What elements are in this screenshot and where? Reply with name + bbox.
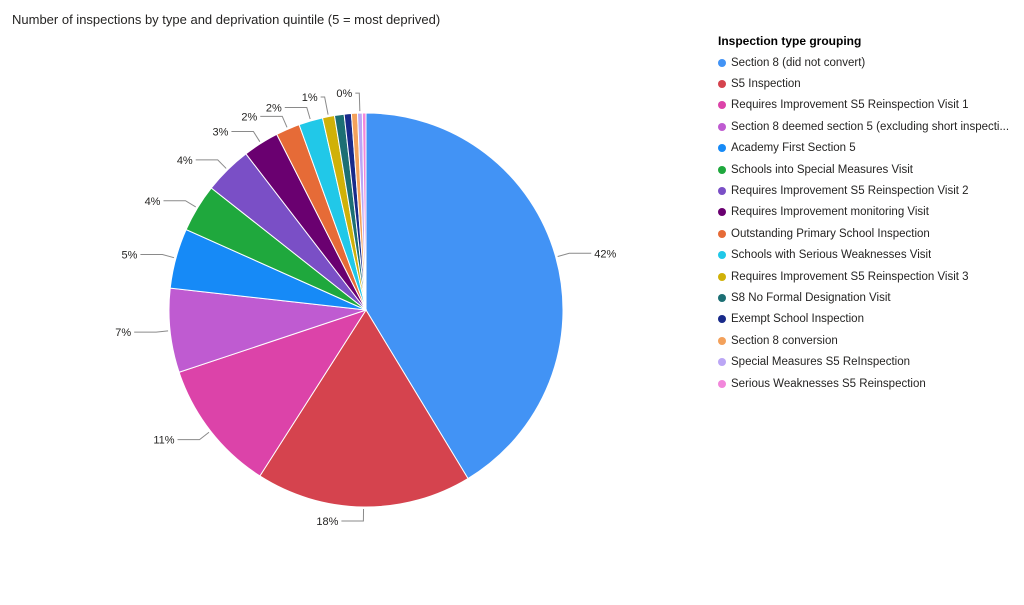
data-label: 4% <box>177 155 193 167</box>
leader-line <box>260 115 288 128</box>
pie-slice[interactable] <box>365 112 564 480</box>
legend-label: Section 8 (did not convert) <box>731 56 866 69</box>
data-label: 7% <box>115 327 131 339</box>
legend-label: Section 8 deemed section 5 (excluding sh… <box>731 120 1010 133</box>
leader-line <box>163 200 197 208</box>
legend-marker <box>718 379 726 388</box>
legend-label: S8 No Formal Designation Visit <box>731 291 891 304</box>
legend-marker <box>718 229 726 238</box>
leader-line <box>195 159 227 169</box>
legend-marker <box>718 251 726 260</box>
legend-item[interactable]: Requires Improvement monitoring Visit <box>718 202 1018 223</box>
legend-label: Exempt School Inspection <box>731 313 864 326</box>
legend-label: Serious Weaknesses S5 Reinspection <box>731 377 926 390</box>
legend-item[interactable]: Schools with Serious Weaknesses Visit <box>718 245 1018 266</box>
legend-item[interactable]: Special Measures S5 ReInspection <box>718 351 1018 372</box>
legend-marker <box>718 315 726 324</box>
leader-line <box>284 106 311 120</box>
legend-label: Schools with Serious Weaknesses Visit <box>731 249 932 262</box>
legend-item[interactable]: Outstanding Primary School Inspection <box>718 223 1018 244</box>
legend-marker <box>718 272 726 281</box>
legend-marker <box>718 165 726 174</box>
legend-marker <box>718 336 726 345</box>
legend-item[interactable]: Requires Improvement S5 Reinspection Vis… <box>718 95 1018 116</box>
legend-marker <box>718 293 726 302</box>
leader-line <box>557 252 592 257</box>
pie-slice[interactable] <box>259 309 469 508</box>
data-label: 42% <box>594 248 616 260</box>
legend-item[interactable]: Serious Weaknesses S5 Reinspection <box>718 373 1018 394</box>
data-label: 11% <box>153 435 174 447</box>
legend-item[interactable]: Section 8 deemed section 5 (excluding sh… <box>718 116 1018 137</box>
legend-label: Academy First Section 5 <box>731 142 856 155</box>
data-label: 18% <box>316 516 338 528</box>
legend-marker <box>718 358 726 367</box>
leader-line <box>140 254 175 259</box>
legend-marker <box>718 58 726 67</box>
legend-item[interactable]: Exempt School Inspection <box>718 309 1018 330</box>
legend-item[interactable]: Section 8 conversion <box>718 330 1018 351</box>
legend-label: Requires Improvement monitoring Visit <box>731 206 929 219</box>
legend-label: Requires Improvement S5 Reinspection Vis… <box>731 99 969 112</box>
legend-item[interactable]: Requires Improvement S5 Reinspection Vis… <box>718 180 1018 201</box>
leader-line <box>231 131 261 142</box>
legend-item[interactable]: Requires Improvement S5 Reinspection Vis… <box>718 266 1018 287</box>
legend-label: Requires Improvement S5 Reinspection Vis… <box>731 185 969 198</box>
legend-marker <box>718 208 726 217</box>
data-label: 3% <box>213 127 229 139</box>
data-label: 1% <box>302 92 318 104</box>
data-label: 4% <box>145 196 161 208</box>
data-label: 2% <box>241 111 257 123</box>
data-label: 5% <box>122 250 138 262</box>
legend-label: Requires Improvement S5 Reinspection Vis… <box>731 270 969 283</box>
legend-item[interactable]: Schools into Special Measures Visit <box>718 159 1018 180</box>
legend-label: S5 Inspection <box>731 78 801 91</box>
pie-slice[interactable] <box>361 112 367 311</box>
legend-item[interactable]: S5 Inspection <box>718 73 1018 94</box>
legend-title: Inspection type grouping <box>718 34 862 48</box>
leader-line <box>341 508 365 522</box>
leader-line <box>134 330 169 333</box>
leader-line <box>355 92 361 112</box>
pie-slice[interactable] <box>178 309 368 477</box>
legend-marker <box>718 122 726 131</box>
legend-items: Section 8 (did not convert) S5 Inspection… <box>718 52 1018 394</box>
legend-marker <box>718 80 726 89</box>
pie-chart: 42% 18% 11% 7% 5% 4% 4% 3% 2% 2% 1% 0% <box>115 88 616 528</box>
legend-item[interactable]: Academy First Section 5 <box>718 138 1018 159</box>
legend-item[interactable]: S8 No Formal Designation Visit <box>718 287 1018 308</box>
data-label: 2% <box>266 102 282 114</box>
data-label: 0% <box>336 88 352 100</box>
legend-label: Schools into Special Measures Visit <box>731 163 913 176</box>
leader-line <box>320 96 329 115</box>
legend-marker <box>718 187 726 196</box>
legend-label: Section 8 conversion <box>731 334 838 347</box>
legend-item[interactable]: Section 8 (did not convert) <box>718 52 1018 73</box>
legend-label: Outstanding Primary School Inspection <box>731 227 930 240</box>
legend-marker <box>718 144 726 153</box>
chart-title: Number of inspections by type and depriv… <box>12 12 441 27</box>
legend-marker <box>718 101 726 110</box>
legend: Inspection type grouping Section 8 (did … <box>718 34 1018 394</box>
leader-line <box>177 431 210 441</box>
legend-label: Special Measures S5 ReInspection <box>731 356 910 369</box>
